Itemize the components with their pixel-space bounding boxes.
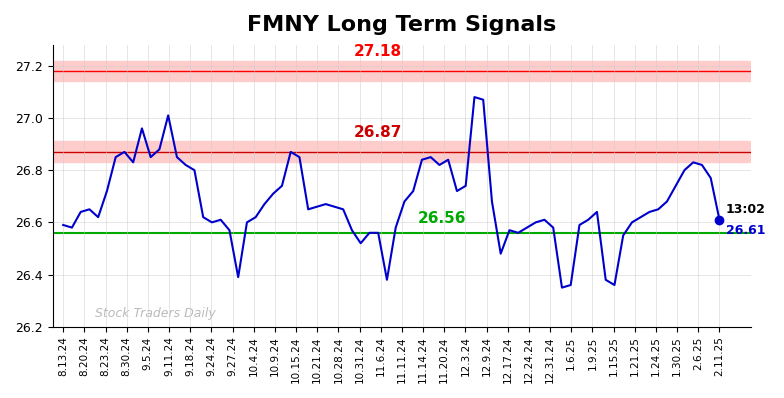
Title: FMNY Long Term Signals: FMNY Long Term Signals [247,15,557,35]
Text: 13:02: 13:02 [726,203,766,216]
Text: 26.87: 26.87 [354,125,402,140]
Bar [53,141,751,162]
Text: 27.18: 27.18 [354,44,402,59]
Bar [53,60,751,82]
Text: 26.61: 26.61 [726,224,765,237]
Text: 26.56: 26.56 [417,211,466,226]
Text: Stock Traders Daily: Stock Traders Daily [95,307,216,320]
